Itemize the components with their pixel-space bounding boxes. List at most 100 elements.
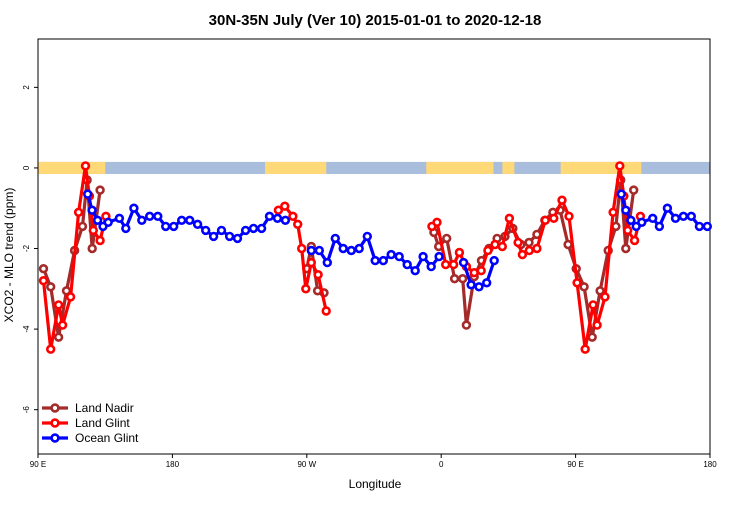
series-2-point-0-5 <box>114 213 125 224</box>
series-1-point-0-4 <box>65 292 76 302</box>
series-2-point-1-13 <box>410 266 420 276</box>
series-1-point-0-8 <box>88 225 99 236</box>
series-1-point-0-5 <box>73 207 84 218</box>
legend-label-0: Land Nadir <box>75 401 134 415</box>
series-0-point-2-5 <box>461 320 472 330</box>
series-2-point-3-8 <box>670 213 681 224</box>
series-0-point-2-26 <box>621 243 631 254</box>
series-2-point-0-13 <box>177 215 187 226</box>
series-2-point-1-9 <box>378 255 388 266</box>
series-2-point-3-6 <box>654 221 665 232</box>
series-2-point-3-9 <box>678 211 689 222</box>
series-2-point-0-6 <box>121 223 131 234</box>
y-tick-label-0: 2 <box>22 85 31 90</box>
x-tick-label-1: 180 <box>166 460 180 469</box>
series-0-point-0-0 <box>38 264 49 274</box>
series-2-point-0-26 <box>280 215 291 226</box>
series-2-point-2-1 <box>466 280 476 290</box>
legend-marker-0 <box>50 403 60 413</box>
series-1-point-1-7 <box>313 270 323 280</box>
series-2-point-0-12 <box>169 221 179 232</box>
series-1-point-2-18 <box>557 195 567 205</box>
series-2-point-0-7 <box>129 203 139 213</box>
series-1-point-1-1 <box>280 201 290 211</box>
series-2-point-1-15 <box>426 261 436 272</box>
series-2-point-1-2 <box>322 257 332 268</box>
series-2-point-0-18 <box>216 225 227 236</box>
series-0-point-2-2 <box>442 233 452 244</box>
series-2-point-3-11 <box>694 221 705 232</box>
series-2-point-1-14 <box>418 251 428 262</box>
series-1 <box>38 161 646 354</box>
land-band-segment-0 <box>38 161 106 174</box>
x-tick-label-4: 90 E <box>567 460 583 469</box>
series-1-line-0 <box>41 164 108 351</box>
land-band-segment-1 <box>264 161 327 174</box>
series-2-point-1-4 <box>338 243 348 254</box>
series-2-point-3-0 <box>616 189 626 199</box>
series-2-point-0-17 <box>208 231 219 242</box>
x-tick-label-3: 0 <box>439 460 444 469</box>
series-1-point-0-3 <box>57 320 68 330</box>
series-layer <box>38 161 712 354</box>
series-2-point-0-8 <box>137 215 147 226</box>
series-2-point-0-4 <box>103 217 113 228</box>
series-1-point-1-2 <box>288 211 298 222</box>
series-1-point-2-7 <box>476 266 486 276</box>
series-1-point-2-26 <box>615 161 625 171</box>
series-0-point-2-3 <box>449 274 460 284</box>
series-1-point-2-17 <box>549 213 559 224</box>
series-2-point-0-1 <box>87 205 97 215</box>
series-2-point-3-2 <box>626 215 636 226</box>
land-band-segment-2 <box>426 161 494 174</box>
series-0-point-2-4 <box>458 274 468 284</box>
series-1-point-0-1 <box>45 344 56 354</box>
series-2-point-3-7 <box>662 203 673 213</box>
axes: 90 E 180 90 W 0 90 E 180 2 0 -2 -4 -6 <box>22 85 717 469</box>
series-1-point-2-19 <box>564 211 574 222</box>
series-1-point-2-25 <box>608 207 618 218</box>
series-1-point-2-16 <box>540 215 550 226</box>
series-2-point-0-23 <box>256 223 267 234</box>
series-1-point-1-4 <box>297 243 307 254</box>
series-2-point-1-7 <box>362 231 372 242</box>
series-1-point-2-10 <box>497 241 507 252</box>
series-2-point-3-12 <box>702 221 712 232</box>
series-0-point-2-20 <box>579 282 589 292</box>
series-1-point-1-3 <box>293 219 303 230</box>
series-1-point-2-20 <box>572 278 582 288</box>
series-2-point-1-12 <box>402 259 412 270</box>
series-2-point-0-21 <box>240 225 251 236</box>
series-2-point-3-5 <box>647 213 658 224</box>
series-1-point-2-11 <box>504 213 515 224</box>
ocean-band <box>38 161 710 174</box>
series-2-point-1-11 <box>394 251 404 262</box>
series-0-point-0-1 <box>45 282 56 292</box>
series-2-point-0-15 <box>192 219 203 230</box>
x-tick-label-0: 90 E <box>30 460 46 469</box>
series-1-point-2-15 <box>532 243 542 254</box>
series-1-point-2-23 <box>592 320 602 330</box>
series-2-point-0-22 <box>248 223 259 234</box>
plot-frame <box>37 38 711 455</box>
series-1-point-2-4 <box>454 247 465 258</box>
series-2-point-1-3 <box>330 233 340 244</box>
series-2-point-1-16 <box>434 251 444 262</box>
series-1-point-2-14 <box>524 245 534 256</box>
series-0-point-2-18 <box>563 239 573 250</box>
series-1-point-2-13 <box>517 249 528 260</box>
series-2-point-0-20 <box>232 233 243 244</box>
legend-label-1: Land Glint <box>75 416 130 430</box>
series-1-point-0-0 <box>38 276 49 286</box>
series-2-point-0-9 <box>145 211 155 222</box>
series-1-point-1-0 <box>273 205 284 215</box>
series-2-point-0-11 <box>161 221 171 232</box>
series-1-point-1-8 <box>321 306 331 316</box>
chart-title: 30N-35N July (Ver 10) 2015-01-01 to 2020… <box>209 12 542 29</box>
series-2-point-3-4 <box>637 217 647 228</box>
series-0-point-2-21 <box>587 332 597 342</box>
series-0 <box>38 175 639 342</box>
